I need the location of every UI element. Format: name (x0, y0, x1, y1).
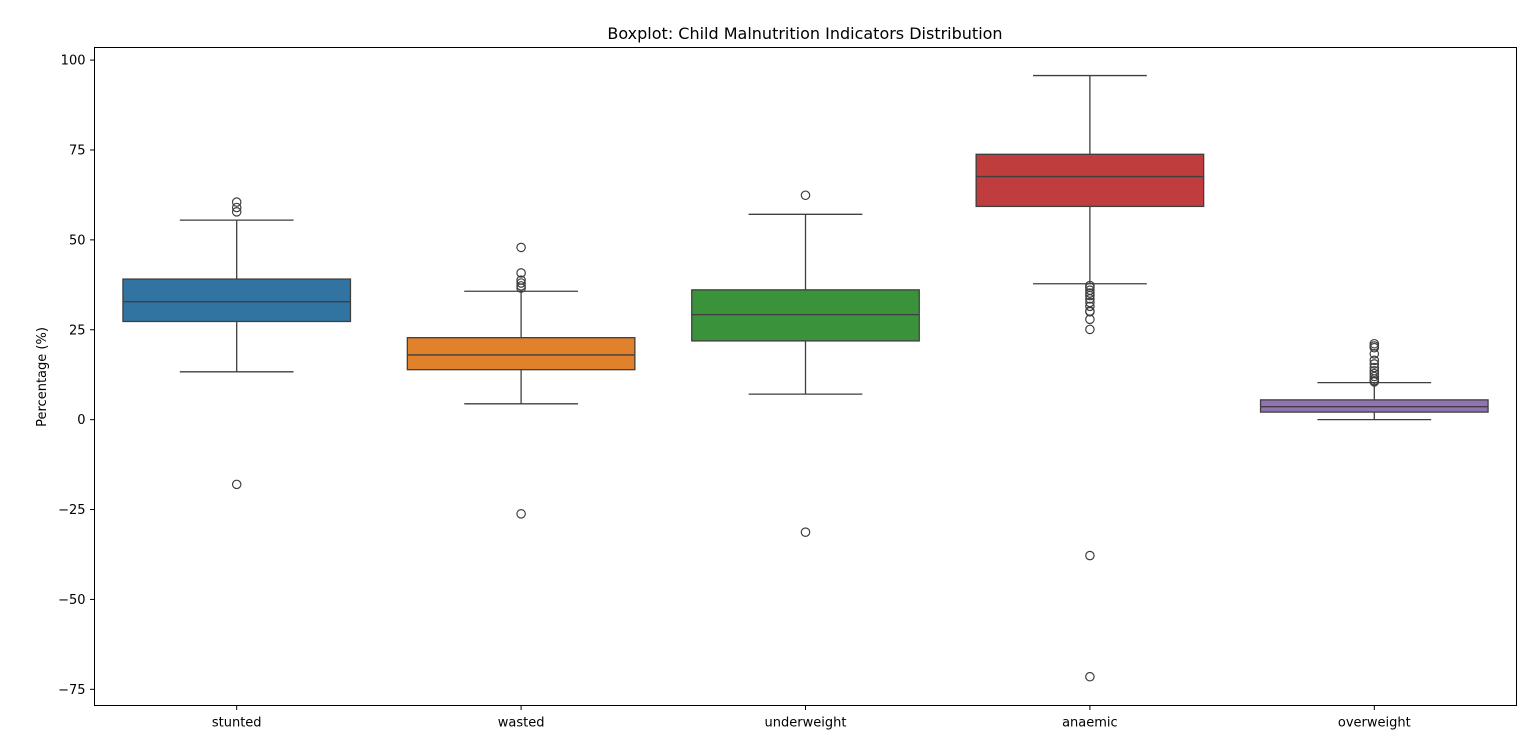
outlier-point (231, 207, 242, 217)
y-tick-label: 75 (69, 143, 86, 158)
outlier-point (516, 283, 526, 293)
outlier-point (800, 190, 811, 201)
x-tick-label: stunted (212, 716, 262, 731)
y-tick-label: 25 (69, 323, 86, 338)
y-tick-label: 0 (77, 413, 85, 428)
outlier-point (1369, 377, 1380, 387)
chart-title: Boxplot: Child Malnutrition Indicators D… (607, 24, 1002, 43)
box (975, 153, 1205, 208)
x-tick-label: overweight (1338, 716, 1411, 731)
outlier-point (1085, 306, 1095, 317)
y-tick-label: −50 (58, 593, 85, 608)
outlier-point (231, 197, 242, 207)
outlier-point (516, 509, 526, 519)
outlier-point (1085, 324, 1095, 335)
outlier-point (1085, 314, 1095, 325)
outlier-point (516, 242, 526, 253)
outlier-point (1085, 671, 1095, 682)
outlier-point (1369, 355, 1380, 366)
outlier-point (1085, 290, 1095, 301)
y-axis-label: Percentage (%) (35, 327, 50, 427)
axes-frame (94, 47, 1517, 706)
outlier-point (800, 527, 811, 537)
x-tick-label: underweight (765, 716, 847, 731)
y-tick-label: −25 (58, 503, 85, 518)
y-tick-label: 50 (69, 233, 86, 248)
outlier-point (516, 278, 526, 288)
outlier-point (1085, 550, 1095, 561)
plot-area: stunted wasted underweight anaemic overweigh… (58, 47, 1517, 731)
outlier-point (1085, 301, 1095, 312)
outlier-point (1369, 349, 1380, 359)
box (122, 278, 352, 323)
outlier-point (1369, 342, 1380, 353)
box (406, 337, 636, 371)
x-tick-label: anaemic (1062, 716, 1118, 731)
outlier-point (1369, 371, 1380, 382)
box (1259, 399, 1489, 413)
y-tick-label: 100 (61, 54, 86, 69)
box (691, 289, 920, 342)
outlier-point (516, 268, 526, 278)
y-tick-label: −75 (58, 683, 85, 698)
outlier-point (1369, 359, 1380, 369)
x-tick-label: wasted (498, 716, 545, 731)
outlier-point (231, 479, 242, 490)
outlier-point (1085, 294, 1095, 304)
outlier-point (231, 202, 242, 213)
outlier-point (1085, 288, 1095, 298)
